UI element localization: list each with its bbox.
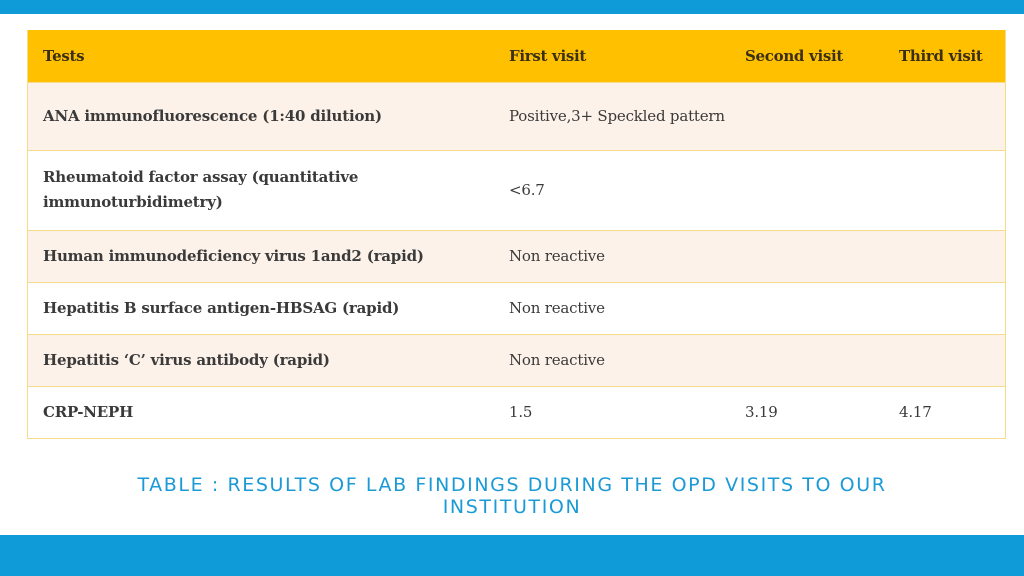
first-visit-value: 1.5: [509, 402, 533, 421]
first-visit-value: Non reactive: [509, 350, 605, 369]
first-visit-value: <6.7: [509, 180, 545, 199]
first-visit-value: Non reactive: [509, 246, 605, 265]
header-third-visit: Third visit: [899, 46, 983, 65]
third-visit-value: 4.17: [899, 402, 932, 421]
second-visit-value: [744, 82, 898, 150]
second-visit-value: [744, 230, 898, 282]
bottom-accent-bar: [0, 535, 1024, 576]
test-name: CRP-NEPH: [43, 402, 134, 421]
first-visit-value: Non reactive: [509, 298, 605, 317]
table-row: Hepatitis ‘C’ virus antibody (rapid) Non…: [27, 334, 1006, 386]
first-visit-value: Positive,3+ Speckled pattern: [509, 106, 725, 125]
second-visit-value: [744, 282, 898, 334]
lab-results-table: Tests First visit Second visit Third vis…: [27, 30, 1006, 439]
second-visit-value: 3.19: [745, 402, 778, 421]
table-row: ANA immunofluorescence (1:40 dilution) P…: [27, 82, 1006, 150]
test-name: Human immunodeficiency virus 1and2 (rapi…: [43, 246, 424, 265]
table-row: Human immunodeficiency virus 1and2 (rapi…: [27, 230, 1006, 282]
test-name: ANA immunofluorescence (1:40 dilution): [43, 106, 382, 125]
third-visit-value: [898, 334, 1006, 386]
table-header-row: Tests First visit Second visit Third vis…: [27, 30, 1006, 82]
test-name: Hepatitis B surface antigen-HBSAG (rapid…: [43, 298, 400, 317]
lab-results-table-container: Tests First visit Second visit Third vis…: [27, 30, 1006, 439]
top-accent-bar: [0, 0, 1024, 14]
table-caption: TABLE : RESULTS OF LAB FINDINGS DURING T…: [137, 474, 887, 518]
third-visit-value: [898, 82, 1006, 150]
third-visit-value: [898, 230, 1006, 282]
test-name: Rheumatoid factor assay (quantitative im…: [43, 168, 359, 211]
second-visit-value: [744, 150, 898, 230]
table-row: Hepatitis B surface antigen-HBSAG (rapid…: [27, 282, 1006, 334]
header-second-visit: Second visit: [745, 46, 844, 65]
second-visit-value: [744, 334, 898, 386]
table-row: CRP-NEPH 1.5 3.19 4.17: [27, 386, 1006, 438]
test-name: Hepatitis ‘C’ virus antibody (rapid): [43, 350, 330, 369]
third-visit-value: [898, 282, 1006, 334]
table-row: Rheumatoid factor assay (quantitative im…: [27, 150, 1006, 230]
header-first-visit: First visit: [509, 46, 587, 65]
header-tests: Tests: [43, 46, 85, 65]
third-visit-value: [898, 150, 1006, 230]
